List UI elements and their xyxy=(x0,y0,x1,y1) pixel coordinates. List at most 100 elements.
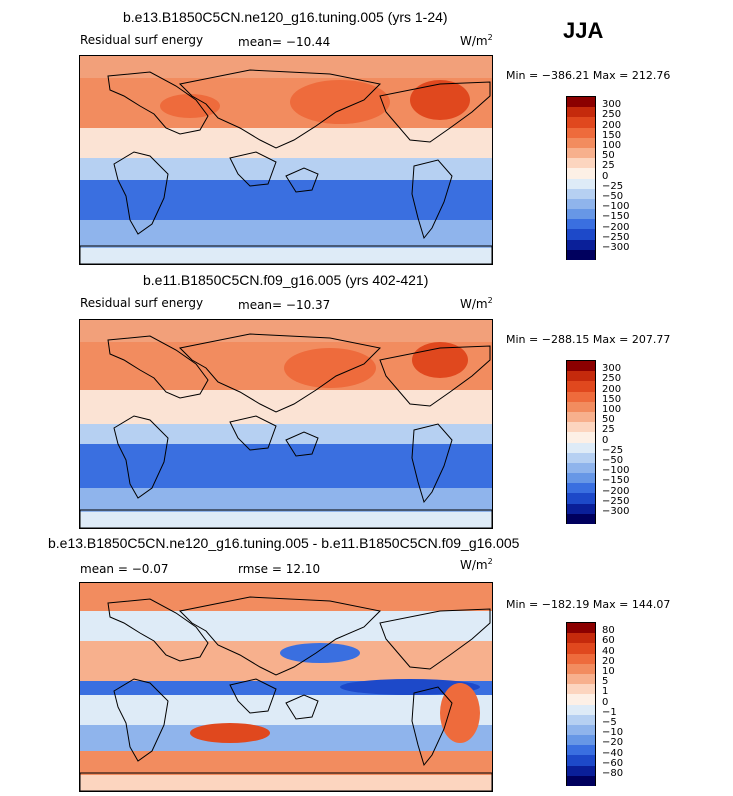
coastline xyxy=(113,678,169,762)
coastline xyxy=(411,686,453,767)
colorbar-tick-label: 200 xyxy=(602,383,622,395)
colorbar-swatch xyxy=(567,513,595,524)
colorbar-tick-label: 0 xyxy=(602,434,609,446)
colorbar-tick-label: 200 xyxy=(602,119,622,131)
colorbar-tick-label: 10 xyxy=(602,666,615,677)
colorbar-swatch xyxy=(567,432,595,443)
colorbar-tick-label: −25 xyxy=(602,444,624,456)
map-field-anomaly xyxy=(190,723,270,743)
colorbar-swatch xyxy=(567,442,595,453)
coastline xyxy=(178,69,382,149)
colorbar-tick-label: 150 xyxy=(602,393,622,405)
colorbar-swatch xyxy=(567,371,595,382)
colorbar-swatch xyxy=(567,503,595,514)
coastline xyxy=(379,345,491,407)
season-label: JJA xyxy=(563,18,604,43)
colorbar-swatch xyxy=(567,724,595,736)
colorbar-tick-label: 100 xyxy=(602,140,622,151)
coastline xyxy=(285,167,319,193)
map-field-band xyxy=(80,512,492,528)
colorbar-swatch xyxy=(567,127,595,138)
panel3-colorbar xyxy=(566,622,596,786)
map-field-anomaly xyxy=(284,348,376,388)
colorbar-tick-label: −300 xyxy=(602,506,630,517)
colorbar-swatch xyxy=(567,623,595,634)
coastline xyxy=(178,596,382,676)
colorbar-swatch xyxy=(567,209,595,220)
colorbar-swatch xyxy=(567,178,595,189)
colorbar-swatch xyxy=(567,473,595,484)
colorbar-tick-label: −150 xyxy=(602,211,630,223)
colorbar-swatch xyxy=(567,663,595,674)
colorbar-swatch xyxy=(567,633,595,644)
colorbar-swatch xyxy=(567,401,595,412)
panel3-mean: mean = −0.07 xyxy=(80,562,169,576)
map-field-band xyxy=(80,56,492,78)
coastline xyxy=(411,159,453,240)
map-field-anomaly xyxy=(340,679,480,695)
colorbar-swatch xyxy=(567,755,595,766)
panel2-minmax: Min = −288.15 Max = 207.77 xyxy=(506,333,671,346)
map-field-band xyxy=(80,775,492,791)
colorbar-tick-label: −80 xyxy=(602,768,624,779)
coastline xyxy=(113,151,169,235)
colorbar-tick-label: 50 xyxy=(602,414,615,426)
panel2-variable-label: Residual surf energy xyxy=(80,296,204,310)
coastline xyxy=(229,151,277,187)
colorbar-tick-label: 250 xyxy=(602,373,622,385)
colorbar-swatch xyxy=(567,158,595,169)
colorbar-tick-label: 40 xyxy=(602,645,615,657)
panel1-units: W/m2 xyxy=(460,33,493,48)
panel1-colorbar xyxy=(566,96,596,260)
colorbar-swatch xyxy=(567,361,595,372)
map-field-band xyxy=(80,641,492,681)
colorbar-tick-label: 25 xyxy=(602,424,615,436)
coastline xyxy=(411,423,453,504)
colorbar-swatch xyxy=(567,462,595,474)
colorbar-tick-label: 250 xyxy=(602,109,622,121)
colorbar-swatch xyxy=(567,493,595,504)
map-field-band xyxy=(80,180,492,220)
map-field-band xyxy=(80,695,492,725)
colorbar-swatch xyxy=(567,735,595,746)
colorbar-swatch xyxy=(567,381,595,392)
coastline xyxy=(379,81,491,143)
panel3-title: b.e13.B1850C5CN.ne120_g16.tuning.005 - b… xyxy=(48,535,520,551)
colorbar-tick-label: 50 xyxy=(602,150,615,162)
map-field-band xyxy=(80,320,492,342)
coastline xyxy=(379,608,491,670)
map-field-band xyxy=(80,725,492,751)
colorbar-swatch xyxy=(567,107,595,118)
colorbar-swatch xyxy=(567,239,595,250)
map-field-band xyxy=(80,158,492,180)
map-field-anomaly xyxy=(280,643,360,663)
colorbar-swatch xyxy=(567,452,595,463)
colorbar-tick-label: 20 xyxy=(602,655,615,667)
colorbar-tick-label: −40 xyxy=(602,747,624,759)
map-field-band xyxy=(80,128,492,158)
colorbar-tick-label: −250 xyxy=(602,495,630,507)
colorbar-swatch xyxy=(567,198,595,210)
colorbar-swatch xyxy=(567,714,595,725)
colorbar-swatch xyxy=(567,219,595,230)
colorbar-tick-label: 300 xyxy=(602,99,622,111)
panel2-mean: mean= −10.37 xyxy=(238,298,331,312)
coastline xyxy=(178,333,382,413)
coastline xyxy=(285,431,319,457)
map-field-band xyxy=(80,751,492,775)
colorbar-swatch xyxy=(567,411,595,423)
colorbar-swatch xyxy=(567,422,595,433)
colorbar-tick-label: 0 xyxy=(602,170,609,182)
colorbar-swatch xyxy=(567,147,595,159)
map-field-anomaly xyxy=(160,94,220,118)
colorbar-tick-label: −1 xyxy=(602,706,617,718)
panel1-minmax: Min = −386.21 Max = 212.76 xyxy=(506,69,671,82)
colorbar-tick-label: −100 xyxy=(602,201,630,213)
colorbar-swatch xyxy=(567,673,595,685)
panel2-map xyxy=(79,319,493,529)
colorbar-tick-label: 1 xyxy=(602,686,609,698)
colorbar-swatch xyxy=(567,168,595,179)
map-field-anomaly xyxy=(440,683,480,743)
colorbar-tick-label: 5 xyxy=(602,676,609,688)
colorbar-tick-label: −50 xyxy=(602,455,624,466)
